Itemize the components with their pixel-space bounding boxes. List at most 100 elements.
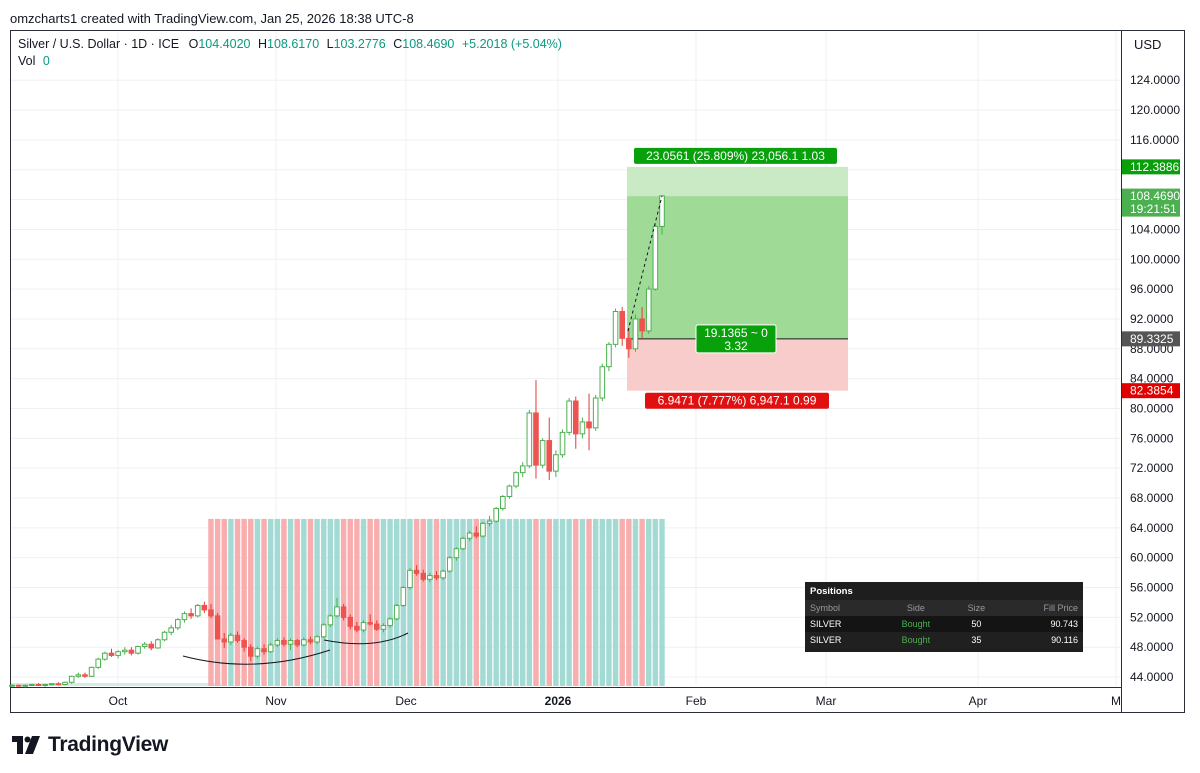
col-fill-price: Fill Price (1001, 600, 1083, 616)
volume-bar (221, 518, 227, 686)
volume-bar (559, 518, 566, 686)
volume-bar (267, 518, 274, 686)
candle (161, 631, 168, 641)
volume-bar (440, 518, 446, 686)
cell-side: Bought (880, 632, 952, 648)
candle (314, 636, 320, 643)
candle (539, 440, 546, 466)
volume-bar (599, 518, 606, 686)
volume-bar (606, 518, 612, 686)
candle (68, 675, 75, 683)
volume-legend: Vol 0 (18, 54, 50, 68)
volume-bar (652, 518, 659, 686)
price-label-box (1122, 383, 1180, 399)
candle (453, 548, 460, 559)
y-tick-label: 56.0000 (1130, 581, 1174, 595)
candle (559, 431, 566, 456)
candle (188, 613, 194, 617)
y-tick-label: 104.0000 (1130, 222, 1180, 236)
currency-label[interactable]: USD (1134, 37, 1162, 52)
volume-bar (340, 518, 347, 686)
candle (572, 400, 579, 435)
volume-bar (493, 518, 499, 686)
candle (373, 623, 380, 630)
candle (533, 412, 539, 466)
candle (387, 618, 393, 627)
volume-bar (447, 518, 453, 686)
volume-bar (626, 518, 632, 686)
y-tick-label: 72.0000 (1130, 461, 1174, 475)
candle (287, 639, 294, 645)
candle (367, 622, 373, 625)
volume-bar (307, 518, 314, 686)
volume-bar (347, 518, 353, 686)
tradingview-logo-icon (12, 736, 40, 754)
vol-value: 0 (42, 54, 50, 68)
candle (546, 440, 553, 472)
high-label: H (257, 37, 268, 51)
candle (294, 639, 301, 646)
volume-bar (241, 518, 247, 686)
table-row[interactable]: SILVER Bought 50 90.743 (805, 616, 1083, 632)
loss-label-box (645, 392, 829, 409)
volume-bar (380, 518, 387, 686)
positions-header-row: Symbol Side Size Fill Price (805, 600, 1083, 616)
y-tick-label: 52.0000 (1130, 610, 1174, 624)
candle (466, 532, 473, 539)
positions-panel: Positions Symbol Side Size Fill Price SI… (805, 582, 1083, 652)
candle (55, 683, 62, 686)
candle (201, 604, 208, 611)
candle (427, 575, 433, 580)
tradingview-logo[interactable]: TradingView (12, 733, 168, 757)
symbol-name[interactable]: Silver / U.S. Dollar · 1D · ICE (18, 37, 180, 51)
volume-bar (539, 518, 546, 686)
open-label: O (188, 37, 199, 51)
candle (652, 225, 659, 290)
cell-symbol: SILVER (805, 616, 881, 632)
candle (261, 648, 267, 653)
volume-bar (427, 518, 433, 686)
candle (9, 684, 15, 687)
candle (181, 613, 188, 621)
x-tick-label: M (1111, 694, 1121, 708)
volume-bar (480, 518, 486, 686)
center-label-box (695, 324, 777, 354)
volume-bar (387, 518, 393, 686)
candle (340, 606, 347, 618)
candle (334, 606, 340, 617)
candle (407, 569, 413, 589)
volume-bar (533, 518, 539, 686)
candle (480, 522, 486, 537)
y-tick-label: 60.0000 (1130, 551, 1174, 565)
candle (102, 652, 108, 660)
close-value: 108.4690 (402, 37, 455, 51)
price-label-countdown: 19:21:51 (1130, 202, 1177, 216)
center-label-2: 3.32 (724, 339, 748, 353)
volume-bar (393, 518, 400, 686)
cell-size: 50 (951, 616, 1002, 632)
volume-bar (360, 518, 367, 686)
volume-bar (374, 518, 380, 686)
positions-title: Positions (810, 586, 853, 597)
table-row[interactable]: SILVER Bought 35 90.116 (805, 632, 1083, 648)
candle (606, 343, 612, 368)
candle (221, 638, 228, 643)
candle (307, 639, 314, 643)
vol-label[interactable]: Vol (18, 54, 36, 68)
candle (194, 604, 201, 617)
price-scale-divider (1121, 30, 1122, 713)
tradingview-logo-text: TradingView (48, 733, 169, 756)
candle (175, 619, 181, 629)
loss-label: 6.9471 (7.777%) 6,947.1 0.99 (658, 394, 817, 408)
y-tick-label: 80.0000 (1130, 401, 1174, 415)
candle (75, 674, 82, 677)
cell-symbol: SILVER (805, 632, 881, 648)
x-tick-label: Dec (395, 694, 416, 708)
candle (566, 400, 572, 433)
candle (62, 681, 68, 686)
candle (586, 421, 592, 429)
volume-bar (553, 518, 559, 686)
volume-bar (513, 518, 519, 686)
candle (82, 674, 88, 677)
